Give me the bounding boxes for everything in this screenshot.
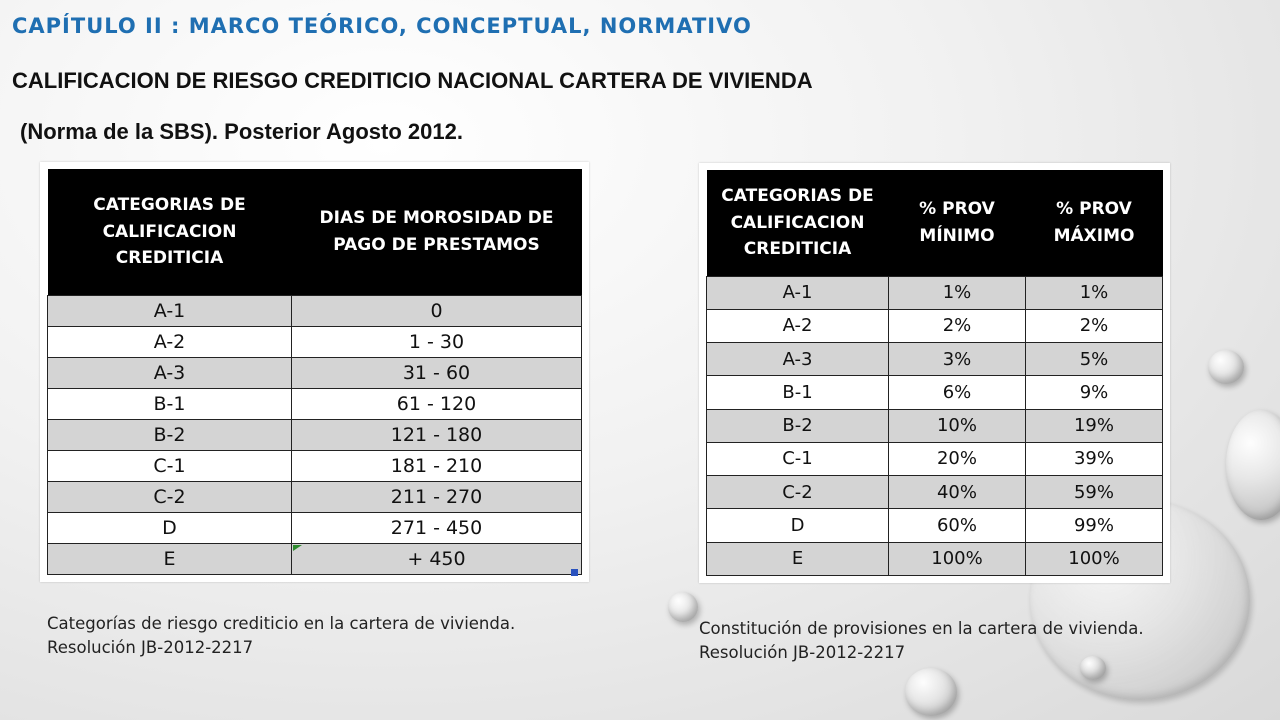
min-cell: 6%: [888, 375, 1026, 410]
category-cell: A-1: [47, 294, 292, 327]
column-header-delinquency-days: DIAS DE MOROSIDAD DE PAGO DE PRESTAMOS: [291, 169, 582, 295]
cell-marker-icon: [293, 545, 302, 551]
category-cell: B-1: [47, 387, 292, 420]
category-cell: A-2: [706, 308, 889, 344]
category-cell: A-2: [47, 325, 292, 358]
category-cell: C-1: [47, 449, 292, 482]
left-table-caption: Categorías de riesgo crediticio en la ca…: [47, 614, 516, 657]
min-cell: 60%: [888, 508, 1026, 543]
table-row: B-2 121 - 180: [47, 418, 582, 451]
max-cell: 5%: [1025, 342, 1163, 377]
max-cell: 19%: [1025, 408, 1163, 443]
max-cell: 39%: [1025, 441, 1163, 477]
days-cell: 31 - 60: [291, 356, 582, 389]
provisions-table: CATEGORIAS DE CALIFICACION CREDITICIA % …: [699, 163, 1170, 583]
category-cell: C-2: [47, 480, 292, 513]
table-row: E + 450: [47, 542, 582, 576]
category-cell: B-2: [47, 418, 292, 451]
table-row: D 60% 99%: [706, 508, 1163, 543]
water-drop-decoration: [668, 592, 698, 622]
table-row: C-1 20% 39%: [706, 441, 1163, 477]
page-subtitle: (Norma de la SBS). Posterior Agosto 2012…: [20, 119, 463, 144]
table-row: B-1 6% 9%: [706, 375, 1163, 410]
table-row: B-2 10% 19%: [706, 408, 1163, 443]
category-cell: E: [706, 541, 889, 577]
column-header-category: CATEGORIAS DE CALIFICACION CREDITICIA: [706, 170, 889, 276]
category-cell: A-3: [706, 342, 889, 377]
min-cell: 10%: [888, 408, 1026, 443]
category-cell: A-1: [706, 275, 889, 310]
table-row: A-1 1% 1%: [706, 275, 1163, 310]
min-cell: 2%: [888, 308, 1026, 344]
days-cell: 181 - 210: [291, 449, 582, 482]
table-row: C-1 181 - 210: [47, 449, 582, 482]
max-cell: 99%: [1025, 508, 1163, 543]
table-row: C-2 211 - 270: [47, 480, 582, 513]
days-cell: 271 - 450: [291, 511, 582, 544]
min-cell: 1%: [888, 275, 1026, 310]
water-drop-decoration: [905, 668, 957, 716]
table-row: A-2 1 - 30: [47, 325, 582, 358]
max-cell: 59%: [1025, 475, 1163, 510]
table-row: E 100% 100%: [706, 541, 1163, 577]
category-cell: E: [47, 542, 292, 576]
max-cell: 9%: [1025, 375, 1163, 410]
table-row: B-1 61 - 120: [47, 387, 582, 420]
right-table-caption: Constitución de provisiones en la carter…: [699, 619, 1144, 662]
water-drop-decoration: [1226, 410, 1280, 520]
category-cell: D: [47, 511, 292, 544]
days-cell: 1 - 30: [291, 325, 582, 358]
chapter-title: CAPÍTULO II : MARCO TEÓRICO, CONCEPTUAL,…: [12, 14, 752, 38]
water-drop-decoration: [1208, 350, 1244, 384]
min-cell: 40%: [888, 475, 1026, 510]
min-cell: 20%: [888, 441, 1026, 477]
category-cell: C-1: [706, 441, 889, 477]
days-cell: 211 - 270: [291, 480, 582, 513]
days-cell: + 450: [291, 542, 582, 576]
table-row: C-2 40% 59%: [706, 475, 1163, 510]
category-cell: C-2: [706, 475, 889, 510]
column-header-category: CATEGORIAS DE CALIFICACION CREDITICIA: [47, 169, 292, 295]
days-cell: 0: [291, 294, 582, 327]
category-cell: B-1: [706, 375, 889, 410]
days-cell: 121 - 180: [291, 418, 582, 451]
resize-handle-icon: [571, 569, 578, 576]
table-row: A-1 0: [47, 294, 582, 327]
max-cell: 2%: [1025, 308, 1163, 344]
table-row: A-3 3% 5%: [706, 342, 1163, 377]
column-header-prov-minimum: % PROV MÍNIMO: [888, 170, 1026, 276]
min-cell: 3%: [888, 342, 1026, 377]
table-row: D 271 - 450: [47, 511, 582, 544]
category-cell: B-2: [706, 408, 889, 443]
max-cell: 100%: [1025, 541, 1163, 577]
column-header-prov-maximum: % PROV MÁXIMO: [1025, 170, 1163, 276]
page-title: CALIFICACION DE RIESGO CREDITICIO NACION…: [12, 68, 813, 93]
min-cell: 100%: [888, 541, 1026, 577]
table-row: A-3 31 - 60: [47, 356, 582, 389]
water-drop-decoration: [1080, 656, 1106, 680]
delinquency-days-table: CATEGORIAS DE CALIFICACION CREDITICIA DI…: [40, 162, 589, 582]
table-row: A-2 2% 2%: [706, 308, 1163, 344]
category-cell: D: [706, 508, 889, 543]
category-cell: A-3: [47, 356, 292, 389]
max-cell: 1%: [1025, 275, 1163, 310]
days-cell: 61 - 120: [291, 387, 582, 420]
